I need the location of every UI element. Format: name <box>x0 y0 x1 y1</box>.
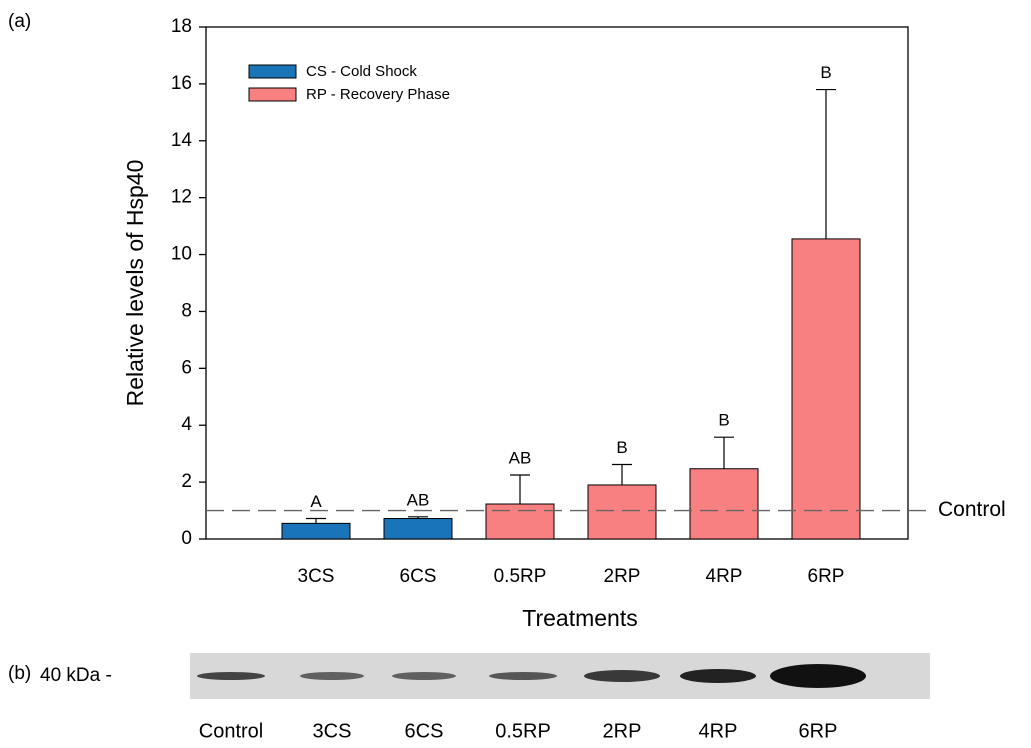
panel-label: (b) <box>8 663 31 684</box>
y-tick-label: 10 <box>171 244 192 265</box>
bar <box>588 485 656 539</box>
legend-swatch <box>249 88 296 101</box>
legend-swatch <box>249 65 296 78</box>
lane-label: 6RP <box>799 720 838 742</box>
blot-band <box>770 664 866 688</box>
lane-label: 4RP <box>699 720 738 742</box>
blot-band <box>584 670 660 682</box>
y-tick-label: 6 <box>181 357 192 378</box>
blot-band <box>392 672 456 680</box>
figure: (a) Treatments Relative levels of Hsp40 … <box>0 0 1031 748</box>
blot-band <box>680 669 756 683</box>
bar <box>792 239 860 539</box>
x-tick-label: 3CS <box>298 566 335 587</box>
y-tick-label: 8 <box>181 300 192 321</box>
lane-label: 6CS <box>405 720 444 742</box>
x-tick-label: 2RP <box>604 566 641 587</box>
y-tick-label: 16 <box>171 73 192 94</box>
x-tick-label: 6RP <box>808 566 845 587</box>
significance-letter: B <box>820 63 831 82</box>
y-tick-label: 0 <box>181 528 192 549</box>
lane-label: 3CS <box>313 720 352 742</box>
lane-label: 2RP <box>603 720 642 742</box>
y-tick-label: 4 <box>181 414 192 435</box>
x-tick-label: 0.5RP <box>494 566 547 587</box>
lane-label: 0.5RP <box>495 720 551 742</box>
lane-label: Control <box>199 720 263 742</box>
blot-band <box>197 672 265 680</box>
legend-label: RP - Recovery Phase <box>306 86 450 103</box>
significance-letter: B <box>718 411 729 430</box>
marker-label: 40 kDa - <box>40 665 112 686</box>
x-axis-title: Treatments <box>522 605 637 631</box>
y-tick-label: 18 <box>171 16 192 37</box>
x-tick-label: 6CS <box>400 566 437 587</box>
reference-label: Control <box>938 498 1006 521</box>
significance-letter: B <box>616 438 627 457</box>
significance-letter: AB <box>509 448 532 467</box>
x-tick-label: 4RP <box>706 566 743 587</box>
significance-letter: A <box>310 492 322 511</box>
bar <box>486 504 554 539</box>
bar <box>282 523 350 539</box>
bar <box>690 469 758 539</box>
y-tick-label: 2 <box>181 471 192 492</box>
blot-band <box>489 672 557 680</box>
y-tick-label: 14 <box>171 130 193 151</box>
panel-label: (a) <box>8 11 31 32</box>
y-axis-title: Relative levels of Hsp40 <box>122 160 148 407</box>
legend-label: CS - Cold Shock <box>306 63 417 80</box>
y-tick-label: 12 <box>171 187 192 208</box>
blot-band <box>300 672 364 680</box>
significance-letter: AB <box>407 490 430 509</box>
bar <box>384 519 452 539</box>
